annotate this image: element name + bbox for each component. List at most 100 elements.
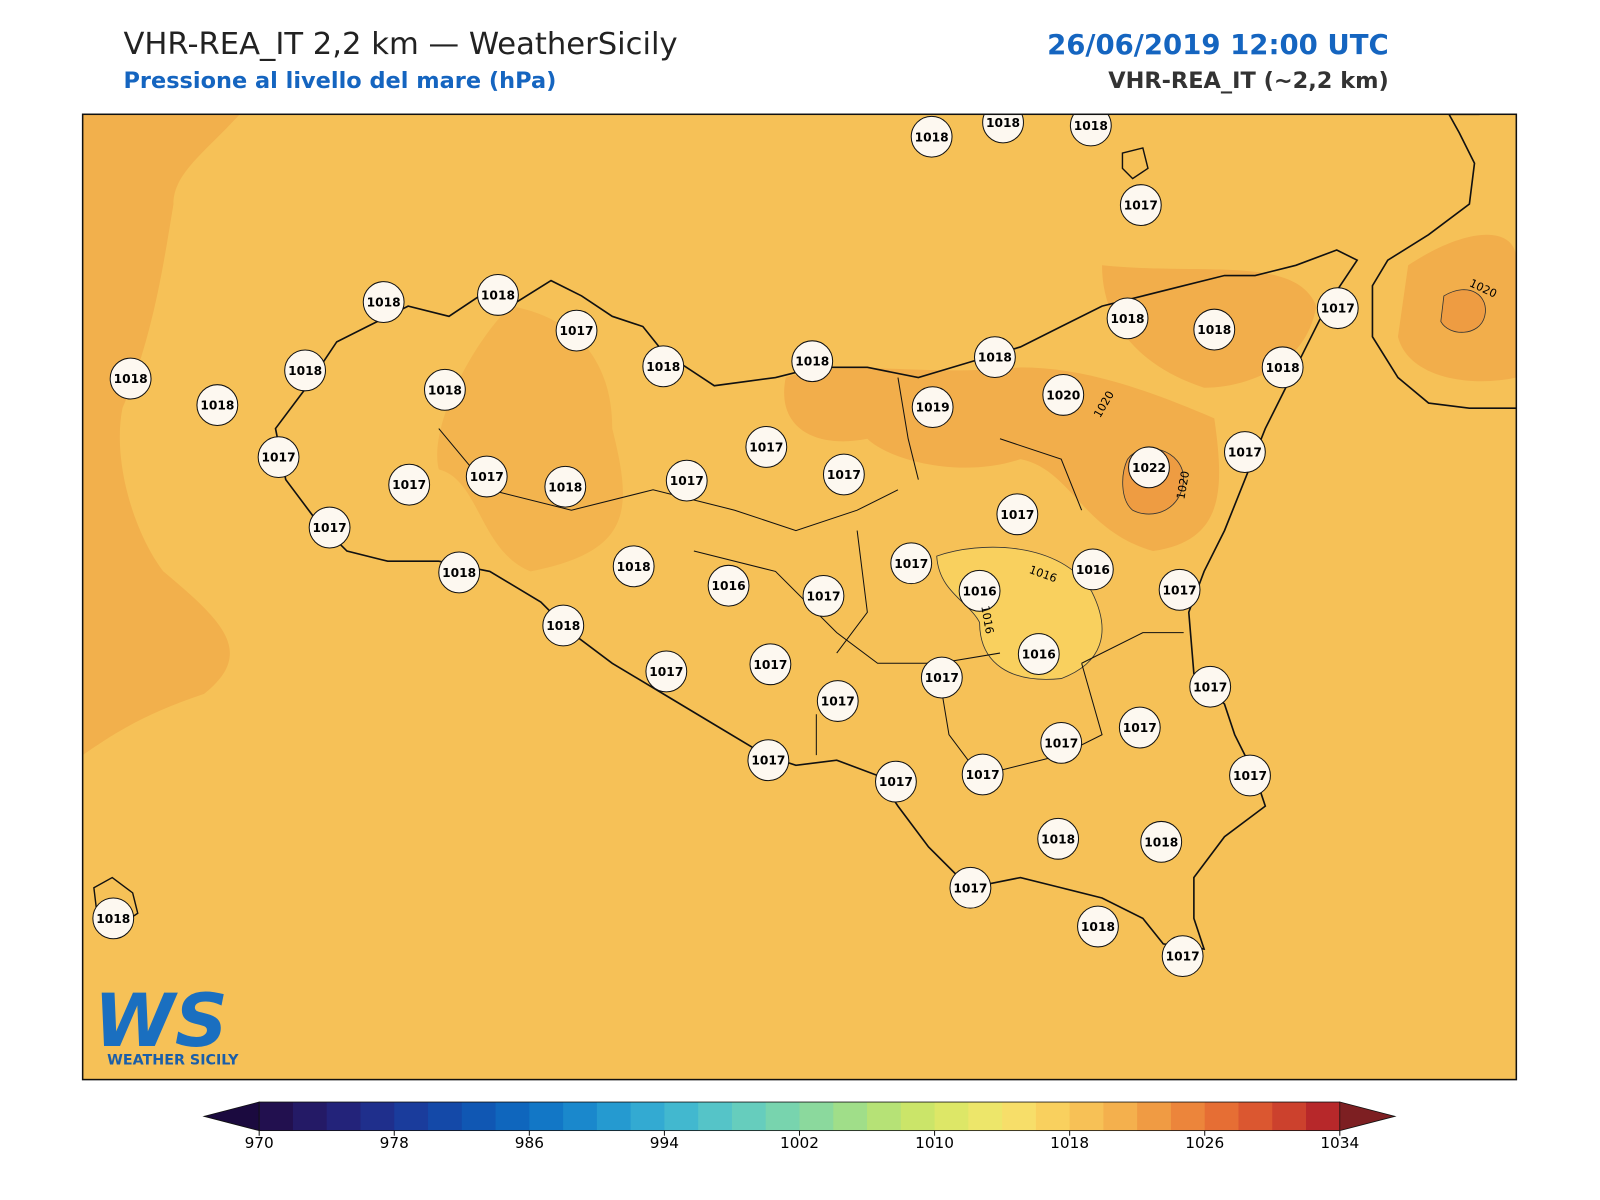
colorbar-bin <box>394 1102 429 1131</box>
colorbar-bin <box>292 1102 328 1131</box>
colorbar-bin <box>765 1102 800 1131</box>
station: 1018 <box>542 604 585 647</box>
station-marker <box>257 436 300 479</box>
station-marker <box>645 650 688 693</box>
colorbar-bin <box>934 1102 969 1131</box>
colorbar-tick-label: 994 <box>650 1134 679 1152</box>
station-value: 1018 <box>1081 920 1115 934</box>
station-value: 1016 <box>1022 648 1056 662</box>
station: 1022 <box>1128 446 1170 489</box>
colorbar-tick-label: 1002 <box>780 1134 819 1152</box>
model: VHR-REA_IT (~2,2 km) <box>1108 68 1389 94</box>
colorbar-bin <box>630 1102 665 1131</box>
station: 1018 <box>791 340 834 383</box>
station-marker <box>1193 308 1236 351</box>
colorbar-bin <box>1137 1102 1172 1131</box>
colorbar-bin <box>1170 1102 1206 1131</box>
station-value: 1017 <box>753 658 787 672</box>
station-marker <box>642 345 685 388</box>
logo-text: WEATHER SICILY <box>107 1052 239 1068</box>
station-value: 1017 <box>313 521 347 535</box>
colorbar-bin <box>1103 1102 1138 1131</box>
station-value: 1017 <box>1193 680 1227 694</box>
station: 1017 <box>961 753 1004 796</box>
stations: 1018 1018 1018 1017 1018 1018 1017 1017 1018 1018… <box>92 114 1359 978</box>
station-marker <box>749 643 792 686</box>
field <box>82 114 1517 1080</box>
station-value: 1017 <box>392 478 426 492</box>
station-marker <box>665 459 708 502</box>
colorbar-bin <box>1306 1102 1341 1131</box>
station-marker <box>949 866 992 909</box>
station-value: 1017 <box>953 881 987 895</box>
station-marker <box>1223 431 1266 473</box>
station: 1017 <box>257 436 300 479</box>
colorbar-bin <box>968 1102 1003 1131</box>
colorbar-tick-label: 1034 <box>1320 1134 1359 1152</box>
colorbar-bin <box>495 1102 530 1131</box>
station-marker <box>612 545 655 588</box>
station: 1018 <box>1106 297 1149 340</box>
station-value: 1018 <box>795 355 829 369</box>
station: 1017 <box>822 453 865 496</box>
station-marker <box>791 340 834 383</box>
station-marker <box>1118 706 1161 749</box>
station-marker <box>1037 817 1080 860</box>
station-marker <box>92 897 135 940</box>
station-value: 1017 <box>649 665 683 679</box>
station-marker <box>707 564 750 607</box>
colorbar-bin <box>1035 1102 1071 1131</box>
station-marker <box>1069 114 1112 147</box>
station: 1020 <box>1042 373 1085 416</box>
colorbar-tick-label: 1026 <box>1185 1134 1224 1152</box>
station-value: 1017 <box>1163 583 1197 597</box>
title: VHR-REA_IT 2,2 km — WeatherSicily <box>123 27 677 62</box>
station: 1017 <box>745 426 788 468</box>
colorbar-bin <box>360 1102 395 1131</box>
station-marker <box>308 506 351 549</box>
station-value: 1018 <box>481 288 515 302</box>
colorbar-bin <box>529 1102 564 1131</box>
station-value: 1019 <box>916 401 950 415</box>
station: 1017 <box>749 643 792 686</box>
station: 1017 <box>1119 184 1162 227</box>
station: 1018 <box>423 368 466 411</box>
station-value: 1018 <box>1144 835 1178 849</box>
station-value: 1018 <box>1197 323 1231 337</box>
contour-label: 1020 <box>1174 470 1192 500</box>
station: 1018 <box>910 115 953 158</box>
station: 1017 <box>1158 568 1201 611</box>
station-marker <box>822 453 865 496</box>
colorbar-bin <box>1204 1102 1239 1131</box>
colorbar-bin <box>698 1102 733 1131</box>
station-value: 1018 <box>986 116 1020 130</box>
station-value: 1017 <box>559 324 593 338</box>
station-marker <box>544 465 587 508</box>
station: 1018 <box>1069 114 1112 147</box>
station: 1017 <box>875 760 917 803</box>
station-value: 1022 <box>1132 461 1166 475</box>
station: 1017 <box>1118 706 1161 749</box>
station: 1018 <box>1077 905 1119 948</box>
station-marker <box>284 349 327 392</box>
station-marker <box>1119 184 1162 227</box>
station: 1018 <box>973 336 1016 379</box>
colorbar-bin <box>867 1102 902 1131</box>
station: 1017 <box>388 463 431 506</box>
station-value: 1016 <box>963 584 997 598</box>
station-value: 1017 <box>1228 446 1262 460</box>
station-value: 1018 <box>114 372 148 386</box>
colorbar-bin <box>1002 1102 1037 1131</box>
colorbar-under <box>202 1101 260 1132</box>
station: 1018 <box>438 551 481 594</box>
station: 1017 <box>890 542 933 585</box>
station-marker <box>1158 568 1201 611</box>
station-marker <box>1316 287 1359 330</box>
station-marker <box>362 281 405 323</box>
station: 1017 <box>645 650 688 693</box>
station-marker <box>1189 665 1232 708</box>
station-value: 1017 <box>1166 950 1200 964</box>
station-value: 1017 <box>879 775 913 789</box>
station-marker <box>542 604 585 647</box>
datetime: 26/06/2019 12:00 UTC <box>1047 29 1389 61</box>
